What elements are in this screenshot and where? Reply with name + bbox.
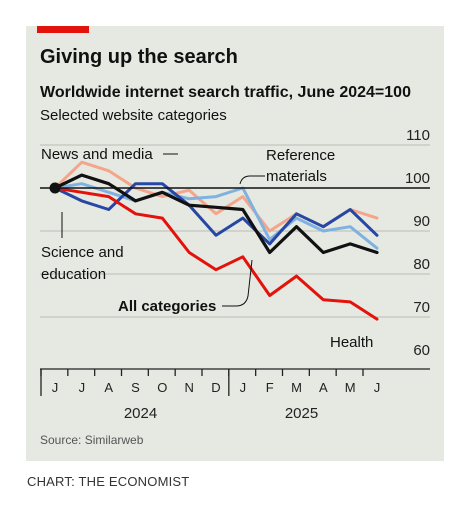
label-science-line2: education bbox=[41, 266, 106, 283]
x-tick-label: J bbox=[79, 380, 86, 395]
series-line-health bbox=[53, 186, 379, 321]
y-tick-label: 90 bbox=[413, 213, 430, 230]
series-line-all bbox=[53, 173, 379, 255]
x-tick-label: M bbox=[291, 380, 302, 395]
x-tick-label: O bbox=[157, 380, 167, 395]
chart-panel bbox=[26, 26, 444, 461]
chart-credit: CHART: THE ECONOMIST bbox=[27, 474, 190, 489]
label-science-line1: Science and bbox=[41, 244, 124, 261]
label-health: Health bbox=[330, 334, 373, 351]
series-line-science bbox=[53, 182, 379, 246]
source-note: Source: Similarweb bbox=[40, 433, 144, 447]
chart-title: Giving up the search bbox=[40, 46, 238, 68]
chart-subsubtitle: Selected website categories bbox=[40, 107, 227, 124]
x-tick-label: J bbox=[374, 380, 381, 395]
y-tick-label: 110 bbox=[406, 127, 430, 144]
y-tick-label: 80 bbox=[413, 256, 430, 273]
economist-red-bar bbox=[37, 26, 89, 33]
x-tick-label: M bbox=[345, 380, 356, 395]
x-tick-label: A bbox=[104, 380, 113, 395]
x-tick-label: F bbox=[266, 380, 274, 395]
leader-line-all bbox=[222, 259, 253, 307]
y-tick-label: 60 bbox=[413, 342, 430, 359]
label-all-categories: All categories bbox=[118, 298, 216, 315]
x-tick-label: D bbox=[211, 380, 220, 395]
leader-line-reference bbox=[239, 175, 265, 185]
label-news-and-media: News and media bbox=[41, 146, 153, 163]
label-reference-line2: materials bbox=[266, 168, 327, 185]
y-tick-label: 100 bbox=[405, 170, 430, 187]
x-tick-label: S bbox=[131, 380, 140, 395]
year-label: 2024 bbox=[124, 405, 157, 422]
chart-subtitle: Worldwide internet search traffic, June … bbox=[40, 84, 411, 101]
x-tick-label: A bbox=[319, 380, 328, 395]
x-tick-label: J bbox=[52, 380, 59, 395]
year-label: 2025 bbox=[285, 405, 318, 422]
x-tick-label: N bbox=[184, 380, 193, 395]
y-tick-label: 70 bbox=[413, 299, 430, 316]
label-reference-line1: Reference bbox=[266, 147, 335, 164]
start-point-marker bbox=[49, 182, 61, 194]
series-line-reference bbox=[53, 182, 379, 250]
x-tick-label: J bbox=[240, 380, 247, 395]
